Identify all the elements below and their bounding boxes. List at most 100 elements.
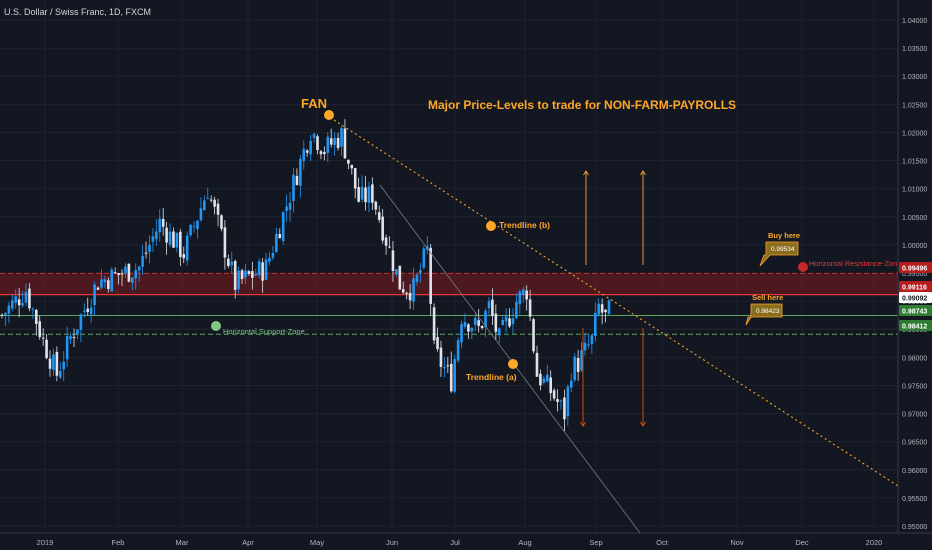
price-label-box — [899, 320, 932, 331]
candle-body — [408, 292, 412, 301]
candle-body — [329, 138, 333, 145]
candle-body — [607, 300, 611, 315]
price-tick-label: 0.95500 — [902, 496, 927, 503]
price-label-box — [899, 292, 932, 303]
candle-body — [244, 270, 247, 278]
time-tick-label: 2020 — [866, 538, 883, 547]
candle-body — [189, 224, 192, 236]
candle-body — [480, 325, 484, 329]
sell-here-callout — [745, 303, 783, 326]
candle-body — [539, 373, 542, 386]
candle-body — [583, 342, 587, 351]
candle-body — [223, 227, 227, 258]
candlestick-series — [0, 119, 611, 432]
sell-arrow-2-head — [640, 421, 646, 427]
candle-body — [55, 351, 59, 376]
candle-body — [93, 284, 96, 306]
candle-body — [436, 337, 439, 350]
candle-body — [597, 303, 601, 315]
candle-body — [525, 290, 528, 300]
sell-here-label: Sell here — [752, 293, 783, 302]
symbol-title: U.S. Dollar / Swiss Franc, 1D, FXCM — [4, 7, 151, 17]
candle-body — [587, 344, 590, 346]
candle-body — [124, 266, 127, 274]
candle-body — [312, 133, 316, 138]
candle-body — [463, 322, 467, 327]
candle-body — [220, 215, 223, 229]
candle-body — [367, 186, 371, 203]
candle-body — [203, 200, 206, 211]
price-tick-label: 0.97000 — [902, 412, 927, 419]
candle-body — [504, 316, 508, 322]
candle-body — [360, 186, 364, 200]
price-tick-label: 1.03000 — [902, 74, 927, 81]
candle-body — [528, 299, 532, 317]
candle-body — [371, 184, 374, 203]
candle-body — [333, 137, 336, 146]
candle-body — [172, 231, 175, 248]
candle-body — [185, 235, 189, 261]
candle-body — [76, 329, 79, 335]
price-tick-label: 1.02500 — [902, 102, 927, 109]
buy-arrow-1-head — [583, 170, 589, 176]
trendline-b-label: Trendline (b) — [499, 220, 550, 230]
drawing-tools — [333, 119, 932, 534]
candle-body — [398, 265, 402, 290]
candle-body — [161, 218, 165, 227]
candle-body — [508, 318, 511, 327]
candle-body — [254, 274, 258, 276]
price-tick-label: 1.04000 — [902, 18, 927, 25]
candle-body — [107, 280, 110, 289]
price-tick-label: 0.95000 — [902, 524, 927, 531]
candle-body — [412, 278, 415, 302]
trendline-a-label: Trendline (a) — [466, 372, 517, 382]
price-label-text: 0.98412 — [902, 324, 927, 331]
candle-body — [292, 174, 295, 202]
candle-body — [14, 296, 18, 303]
candle-body — [299, 158, 302, 186]
support-zone-label: Horizontal Support-Zone — [223, 327, 305, 336]
candle-body — [7, 305, 11, 314]
candle-body — [24, 291, 28, 303]
price-label-text: 0.99116 — [902, 285, 927, 292]
price-tick-label: 1.03500 — [902, 46, 927, 53]
candle-body — [391, 250, 395, 272]
candle-body — [569, 380, 573, 388]
candle-body — [326, 136, 330, 153]
time-tick-label: Jul — [450, 538, 460, 547]
candle-body — [432, 307, 436, 341]
candle-body — [72, 336, 76, 338]
candle-body — [593, 312, 597, 336]
candle-body — [209, 199, 213, 201]
candle-body — [175, 232, 179, 248]
candle-body — [257, 261, 261, 276]
candle-body — [155, 231, 158, 240]
candle-body — [497, 328, 501, 336]
resistance-zone-band — [0, 273, 898, 295]
candle-body — [511, 318, 515, 324]
price-label-box — [899, 305, 932, 316]
candle-body — [103, 279, 107, 283]
candle-body — [364, 187, 367, 203]
candle-body — [52, 354, 55, 370]
candle-body — [549, 377, 553, 394]
candle-body — [419, 270, 422, 274]
chart-title: Major Price-Levels to trade for NON-FARM… — [428, 98, 736, 112]
candle-body — [556, 399, 559, 403]
buy-here-callout — [759, 241, 799, 267]
candle-body — [552, 390, 556, 399]
price-tick-label: 0.97500 — [902, 383, 927, 390]
candle-body — [268, 257, 271, 262]
candle-body — [316, 136, 319, 151]
candle-body — [340, 128, 343, 147]
candle-body — [131, 277, 134, 283]
candle-body — [216, 203, 220, 215]
candle-body — [453, 359, 456, 392]
candle-body — [566, 386, 570, 417]
candle-body — [141, 255, 144, 267]
candle-body — [144, 252, 148, 254]
candle-body — [45, 339, 48, 359]
candle-body — [28, 288, 31, 309]
candle-body — [230, 261, 234, 266]
